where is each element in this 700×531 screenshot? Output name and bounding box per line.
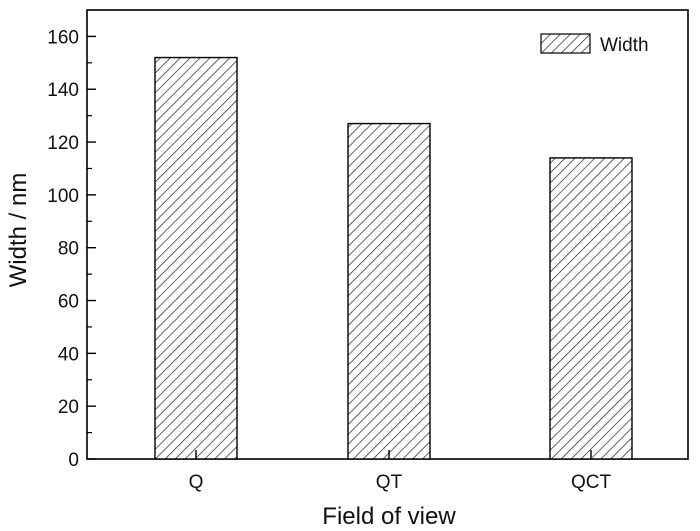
x-tick-label-qct: QCT: [571, 472, 612, 493]
bar-q: [154, 56, 238, 460]
x-tick-label-qt: QT: [376, 472, 403, 493]
legend: Width: [540, 33, 649, 56]
y-tick-label: 0: [68, 450, 79, 471]
x-axis-title: Field of view: [322, 503, 456, 530]
legend-label: Width: [600, 35, 649, 56]
y-tick-label: 60: [58, 292, 79, 313]
y-tick-label: 140: [47, 80, 79, 101]
legend-swatch: [540, 33, 591, 54]
y-axis-title: Width / nm: [5, 173, 32, 288]
bars: [154, 56, 633, 460]
y-tick-label: 40: [58, 344, 79, 365]
bar-qt: [347, 122, 431, 460]
axes: 0 20 40 60 80 100 120 140 160 Q QT QCT: [47, 27, 611, 493]
bar-qct: [549, 157, 633, 460]
y-tick-label: 80: [58, 239, 79, 260]
y-tick-label: 160: [47, 27, 79, 48]
y-tick-label: 120: [47, 133, 79, 154]
x-tick-label-q: Q: [189, 472, 204, 493]
y-tick-label: 100: [47, 186, 79, 207]
y-tick-label: 20: [58, 397, 79, 418]
